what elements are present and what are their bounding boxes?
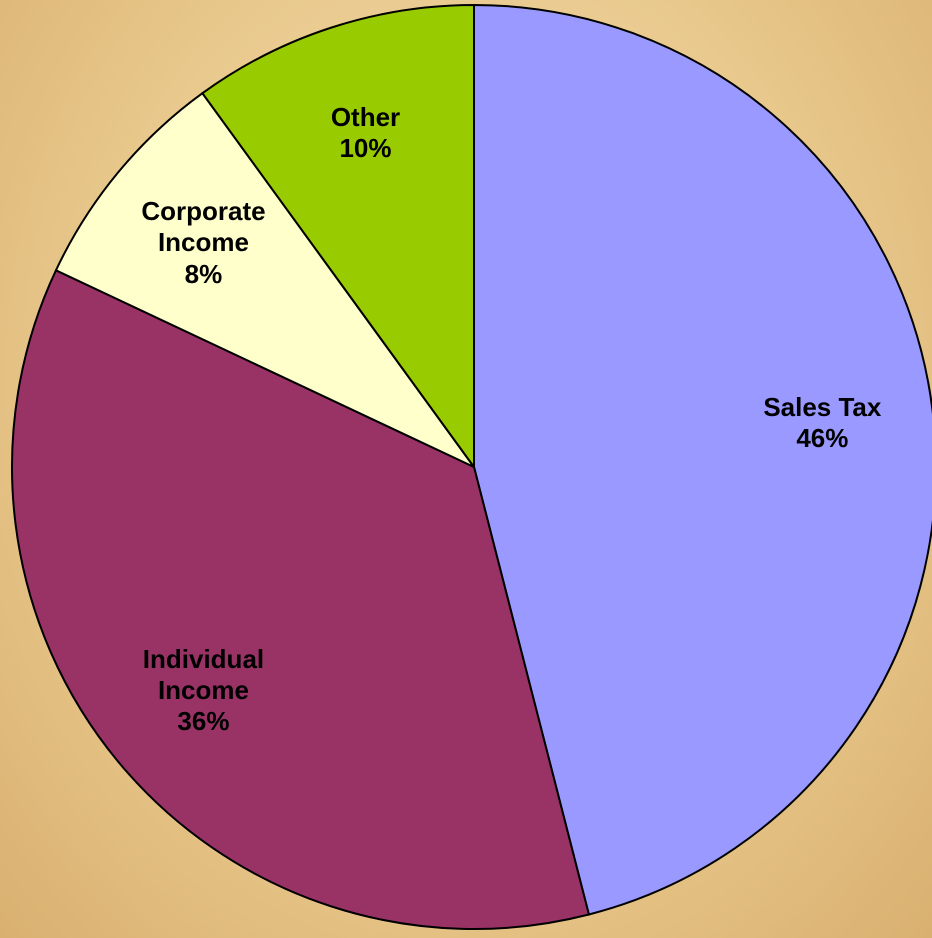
slice-label: Individual Income 36%: [108, 644, 298, 738]
pie-slice: [11, 268, 591, 930]
slice-label: Sales Tax 46%: [727, 392, 917, 454]
slice-percent: 46%: [796, 422, 849, 453]
pie-slice: [54, 91, 475, 468]
slice-percent: 10%: [339, 133, 392, 164]
slice-percent: 36%: [177, 706, 230, 737]
slice-name: Sales Tax: [763, 391, 882, 422]
slice-label: Other 10%: [270, 102, 460, 164]
pie-slice: [201, 3, 475, 471]
slice-name: Other: [330, 101, 401, 132]
slice-percent: 8%: [184, 258, 223, 289]
slice-name: Individual Income: [142, 644, 265, 706]
slice-name: Corporate Income: [141, 196, 266, 258]
slice-label: Corporate Income 8%: [108, 196, 298, 290]
pie-slice: [473, 3, 932, 916]
